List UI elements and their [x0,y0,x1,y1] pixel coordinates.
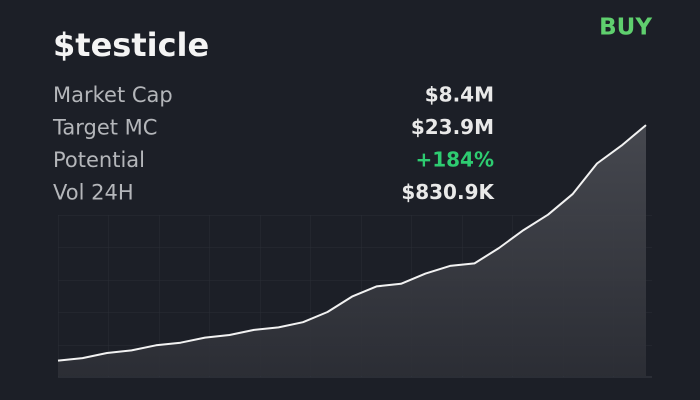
stat-value: $830.9K [401,180,495,204]
stat-label: Market Cap [53,83,173,107]
area [58,125,646,376]
buy-button[interactable]: BUY [599,15,652,41]
stat-label: Vol 24H [53,181,134,205]
stats: Market Cap $8.4M Target MC $23.9M Potential +… [52,83,495,205]
token-title: $testicle [53,26,209,64]
plot [57,124,647,376]
stat-value: $8.4M [425,83,494,107]
stat-value: $23.9M [411,115,494,139]
stat-label: Potential [53,148,145,172]
stat-label: Target MC [52,116,157,140]
price-line [57,124,647,362]
stat-value: +184% [415,148,494,172]
